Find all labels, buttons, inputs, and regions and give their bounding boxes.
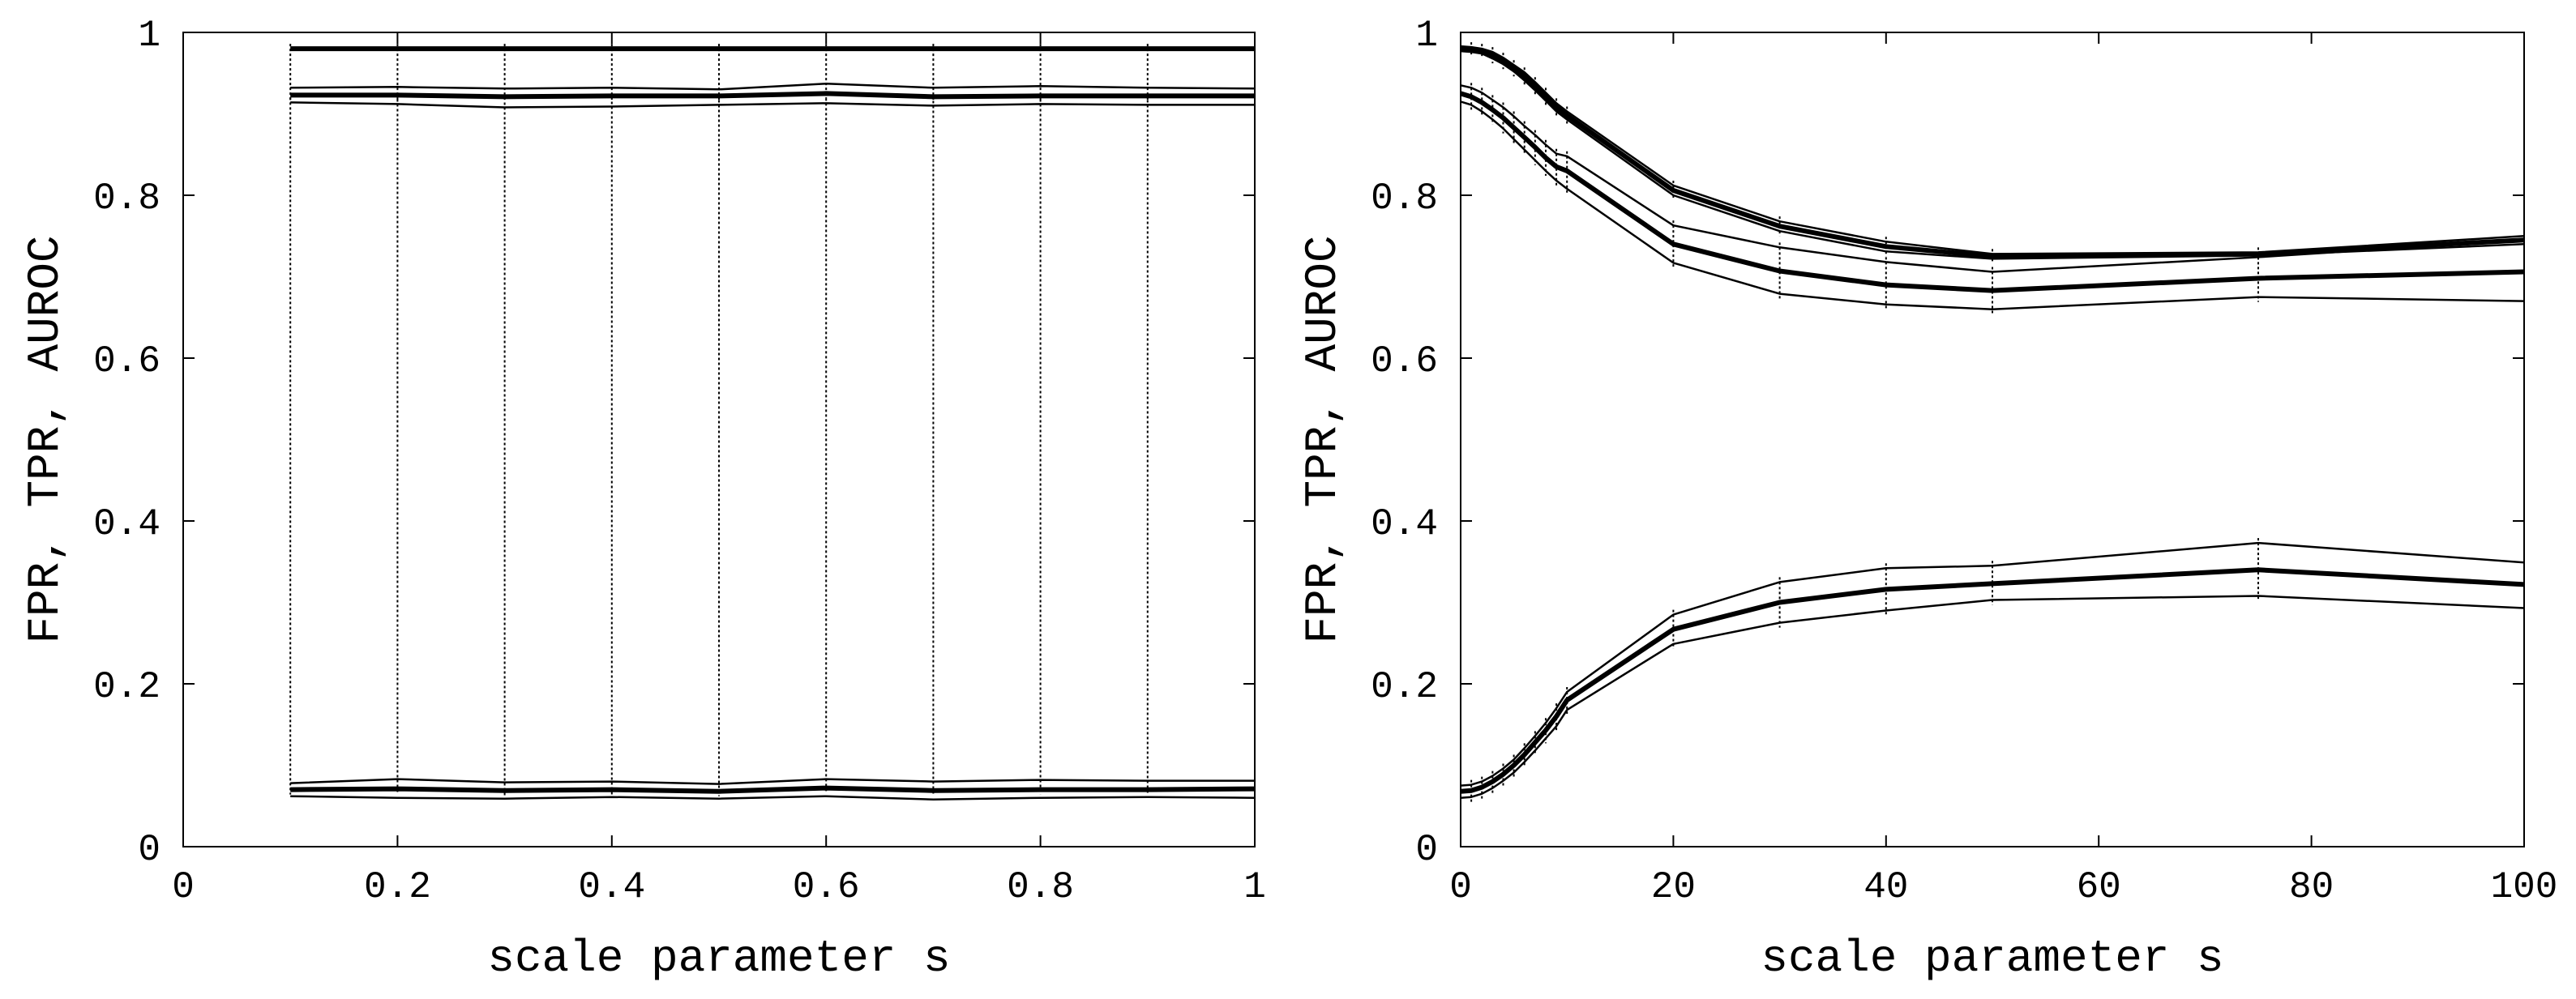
chart-1: 0 0.2 0.4 0.6 0.8 1 0 0.2 0.4 0.6 0.8 1 scale parame… <box>19 15 1266 984</box>
y-axis-label: FPR, TPR, AUROC <box>1297 235 1349 643</box>
series-line-2 <box>290 83 1256 91</box>
x-tick-label: 0 <box>172 866 195 908</box>
y-tick-label: 1 <box>1415 15 1438 57</box>
x-axis-label: scale parameter s <box>487 933 950 984</box>
series-line-8 <box>1460 567 2525 794</box>
y-tick-label: 0.8 <box>1371 177 1438 220</box>
y-tick-label: 0.4 <box>1371 503 1438 545</box>
x-tick-label: 0.2 <box>364 866 431 908</box>
y-tick-label: 0 <box>1415 829 1438 871</box>
plot-frame <box>1460 32 2525 847</box>
series-line-2 <box>1460 46 2525 259</box>
series-line-5 <box>1460 91 2525 293</box>
y-tick-label: 0.8 <box>93 177 160 220</box>
plot-frame <box>182 32 1256 847</box>
y-tick-label: 0.2 <box>93 666 160 708</box>
y-tick-label: 0.4 <box>93 503 160 545</box>
y-tick-label: 0.2 <box>1371 666 1438 708</box>
y-axis-label: FPR, TPR, AUROC <box>19 235 71 643</box>
series-line-9 <box>1460 595 2525 799</box>
y-tick-label: 0.6 <box>93 340 160 382</box>
series-line-7 <box>1460 541 2525 787</box>
y-tick-label: 1 <box>138 15 160 57</box>
x-tick-label: 0.8 <box>1007 866 1074 908</box>
x-tick-label: 0 <box>1449 866 1472 908</box>
series-line-4 <box>1460 84 2525 273</box>
x-tick-label: 60 <box>2077 866 2121 908</box>
x-tick-label: 0.6 <box>793 866 860 908</box>
series-line-3 <box>290 91 1255 100</box>
x-tick-label: 1 <box>1243 866 1266 908</box>
x-axis-label: scale parameter s <box>1761 933 2223 984</box>
series-line-4 <box>290 101 1255 109</box>
x-tick-label: 80 <box>2289 866 2334 908</box>
series-line-5 <box>290 778 1255 785</box>
x-tick-label: 20 <box>1651 866 1696 908</box>
chart-2: 0 20 40 60 80 100 0 0.2 0.4 0.6 0.8 1 scale paramete… <box>1297 15 2557 984</box>
x-tick-label: 0.4 <box>578 866 645 908</box>
series-line-7 <box>290 795 1256 800</box>
x-tick-label: 40 <box>1864 866 1908 908</box>
y-tick-label: 0 <box>138 829 160 871</box>
series-line-6 <box>290 785 1256 794</box>
x-tick-label: 100 <box>2491 866 2558 908</box>
y-tick-label: 0.6 <box>1371 340 1438 382</box>
series-line-3 <box>1460 49 2525 260</box>
